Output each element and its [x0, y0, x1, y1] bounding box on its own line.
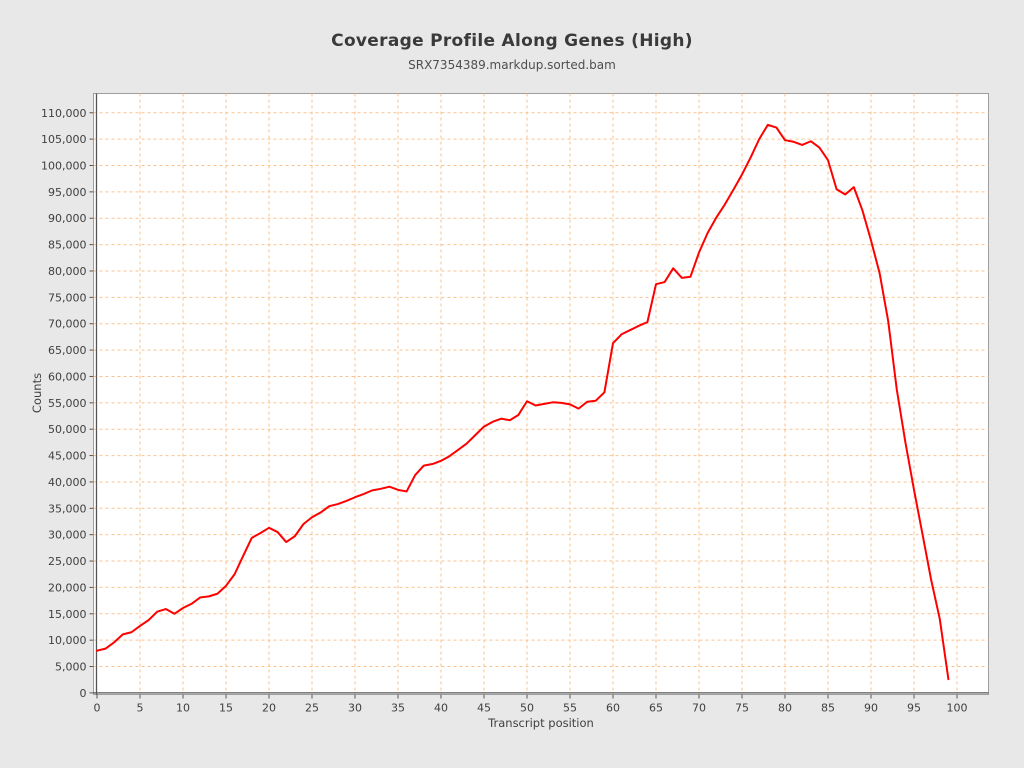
y-tick-label: 10,000 — [48, 634, 87, 647]
y-axis-title: Counts — [30, 372, 44, 414]
y-tick-label: 70,000 — [48, 318, 87, 331]
x-tick-label: 75 — [735, 702, 749, 715]
x-tick-label: 85 — [821, 702, 835, 715]
x-tick-label: 55 — [563, 702, 577, 715]
x-tick-label: 40 — [434, 702, 448, 715]
y-tick-label: 25,000 — [48, 555, 87, 568]
x-tick-label: 60 — [606, 702, 620, 715]
y-tick-label: 35,000 — [48, 502, 87, 515]
x-tick-label: 45 — [477, 702, 491, 715]
y-tick-label: 85,000 — [48, 239, 87, 252]
x-tick-label: 100 — [947, 702, 968, 715]
x-tick-label: 50 — [520, 702, 534, 715]
x-tick-label: 20 — [262, 702, 276, 715]
y-tick-label: 110,000 — [41, 107, 87, 120]
x-tick-label: 15 — [219, 702, 233, 715]
y-tick-label: 40,000 — [48, 476, 87, 489]
x-tick-label: 70 — [692, 702, 706, 715]
y-tick-label: 45,000 — [48, 450, 87, 463]
chart-subtitle: SRX7354389.markdup.sorted.bam — [408, 58, 616, 72]
x-tick-label: 30 — [348, 702, 362, 715]
y-tick-label: 60,000 — [48, 370, 87, 383]
y-tick-label: 50,000 — [48, 423, 87, 436]
chart-title: Coverage Profile Along Genes (High) — [331, 31, 693, 51]
x-axis-title: Transcript position — [488, 716, 594, 730]
y-tick-label: 100,000 — [41, 160, 87, 173]
y-tick-label: 15,000 — [48, 608, 87, 621]
x-tick-label: 5 — [137, 702, 144, 715]
y-tick-label: 65,000 — [48, 344, 87, 357]
y-tick-label: 80,000 — [48, 265, 87, 278]
x-tick-label: 95 — [907, 702, 921, 715]
series-line — [96, 123, 950, 681]
y-tick-label: 105,000 — [41, 133, 87, 146]
y-tick-label: 75,000 — [48, 291, 87, 304]
x-tick-label: 90 — [864, 702, 878, 715]
y-tick-label: 95,000 — [48, 186, 87, 199]
x-tick-label: 35 — [391, 702, 405, 715]
y-tick-label: 55,000 — [48, 397, 87, 410]
x-tick-label: 10 — [176, 702, 190, 715]
y-tick-label: 20,000 — [48, 581, 87, 594]
y-tick-label: 0 — [80, 687, 87, 700]
y-tick-label: 30,000 — [48, 529, 87, 542]
y-tick-label: 90,000 — [48, 212, 87, 225]
x-tick-label: 25 — [305, 702, 319, 715]
x-tick-label: 65 — [649, 702, 663, 715]
plot-area — [93, 93, 989, 695]
y-tick-label: 5,000 — [55, 661, 87, 674]
x-tick-label: 80 — [778, 702, 792, 715]
x-tick-label: 0 — [94, 702, 101, 715]
